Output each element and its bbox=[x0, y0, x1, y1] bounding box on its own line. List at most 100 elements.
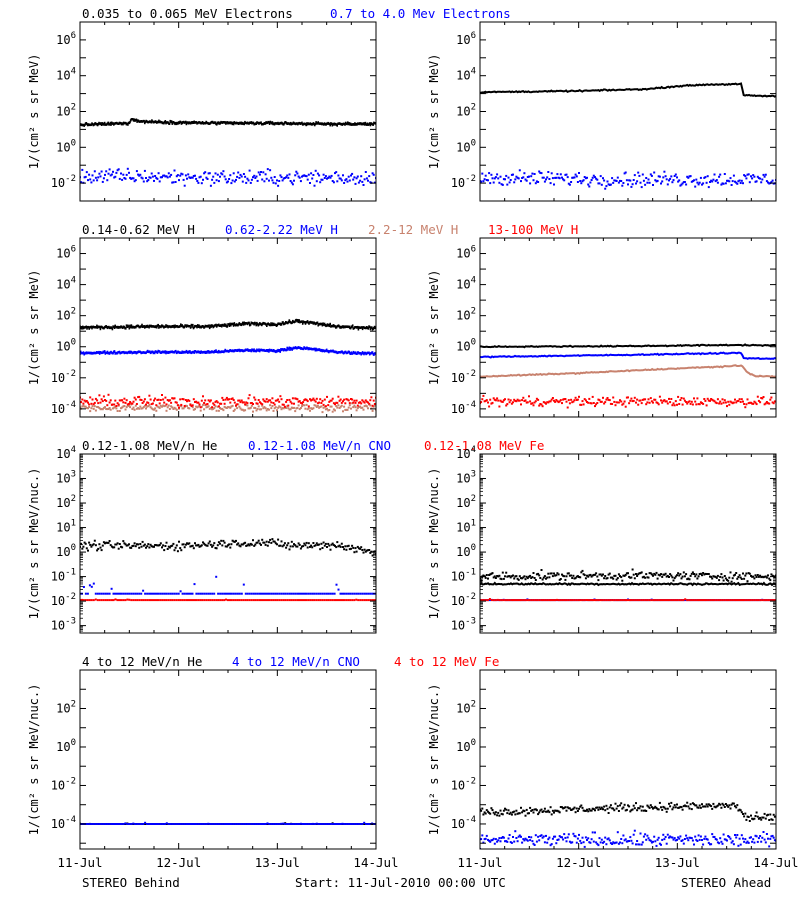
data-point bbox=[85, 171, 88, 174]
data-point bbox=[752, 174, 755, 177]
data-point bbox=[729, 400, 732, 403]
data-point bbox=[344, 123, 346, 126]
data-point bbox=[769, 813, 772, 816]
data-point bbox=[767, 599, 770, 602]
data-point bbox=[611, 403, 614, 405]
data-point bbox=[751, 599, 754, 602]
data-point bbox=[292, 823, 295, 825]
data-point bbox=[351, 172, 354, 175]
data-point bbox=[340, 404, 343, 407]
data-point bbox=[363, 548, 366, 551]
data-point bbox=[732, 802, 735, 805]
data-point bbox=[565, 809, 568, 812]
data-point bbox=[185, 599, 188, 602]
data-point bbox=[542, 576, 545, 579]
data-point bbox=[337, 588, 340, 591]
data-point bbox=[258, 592, 261, 595]
data-point bbox=[305, 541, 308, 544]
data-point bbox=[638, 599, 641, 602]
data-point bbox=[213, 592, 216, 595]
data-point bbox=[491, 401, 494, 404]
data-point bbox=[620, 400, 623, 403]
data-point bbox=[288, 548, 291, 551]
data-point bbox=[106, 599, 109, 602]
data-point bbox=[548, 599, 551, 602]
data-point bbox=[369, 327, 372, 331]
data-point bbox=[223, 405, 226, 408]
data-point bbox=[263, 322, 266, 325]
data-point bbox=[174, 407, 177, 410]
data-point bbox=[158, 119, 160, 122]
y-tick-exponent: 0 bbox=[71, 543, 76, 553]
data-point bbox=[657, 175, 660, 178]
data-point bbox=[347, 592, 350, 595]
data-point bbox=[580, 804, 583, 807]
data-point bbox=[143, 404, 146, 407]
data-point bbox=[267, 349, 269, 352]
data-point bbox=[757, 817, 760, 820]
x-tick-label: 14-Jul bbox=[353, 855, 398, 870]
data-point bbox=[365, 823, 368, 825]
data-point bbox=[296, 823, 299, 825]
data-point bbox=[298, 592, 300, 595]
data-point bbox=[84, 175, 87, 178]
data-point bbox=[714, 401, 717, 404]
data-point bbox=[581, 806, 584, 809]
data-point bbox=[335, 171, 338, 174]
data-point bbox=[631, 183, 634, 186]
data-point bbox=[349, 599, 352, 602]
data-point bbox=[355, 598, 358, 601]
data-point bbox=[270, 176, 273, 179]
data-point bbox=[538, 574, 541, 577]
data-point bbox=[679, 399, 682, 401]
data-point bbox=[171, 823, 174, 825]
data-point bbox=[235, 404, 237, 407]
data-point bbox=[115, 405, 118, 407]
data-point bbox=[661, 808, 664, 811]
data-point bbox=[96, 549, 99, 552]
data-point bbox=[294, 174, 297, 177]
data-point bbox=[159, 404, 162, 407]
data-point bbox=[123, 177, 126, 179]
data-point bbox=[132, 400, 135, 403]
data-point bbox=[92, 403, 95, 406]
data-point bbox=[142, 406, 145, 409]
data-point bbox=[716, 804, 719, 807]
data-point bbox=[751, 402, 754, 405]
data-point bbox=[311, 592, 314, 595]
data-point bbox=[526, 599, 529, 602]
data-point bbox=[203, 599, 206, 602]
data-point bbox=[242, 409, 245, 412]
data-point bbox=[270, 592, 273, 595]
data-point bbox=[337, 351, 340, 354]
data-point bbox=[253, 323, 255, 326]
data-point bbox=[648, 181, 651, 184]
data-point bbox=[96, 179, 99, 182]
data-point bbox=[142, 823, 145, 825]
data-point bbox=[98, 823, 101, 825]
data-point bbox=[768, 819, 771, 821]
data-point bbox=[98, 599, 101, 602]
data-point bbox=[687, 401, 690, 404]
data-point bbox=[137, 396, 140, 399]
data-point bbox=[652, 807, 654, 810]
data-point bbox=[349, 592, 352, 595]
data-point bbox=[209, 184, 212, 187]
data-point bbox=[195, 544, 198, 547]
data-point bbox=[534, 182, 537, 185]
data-point bbox=[516, 599, 519, 602]
data-point bbox=[541, 811, 544, 813]
data-point bbox=[336, 124, 338, 127]
data-point bbox=[520, 599, 523, 602]
data-point bbox=[371, 404, 374, 407]
data-point bbox=[745, 818, 748, 821]
data-point bbox=[263, 406, 266, 409]
data-point bbox=[665, 400, 668, 403]
data-point bbox=[109, 174, 112, 177]
data-point bbox=[115, 171, 118, 174]
data-point bbox=[709, 575, 711, 578]
data-point bbox=[301, 402, 303, 405]
data-point bbox=[144, 592, 147, 595]
data-point bbox=[156, 405, 159, 408]
data-point bbox=[266, 592, 269, 595]
